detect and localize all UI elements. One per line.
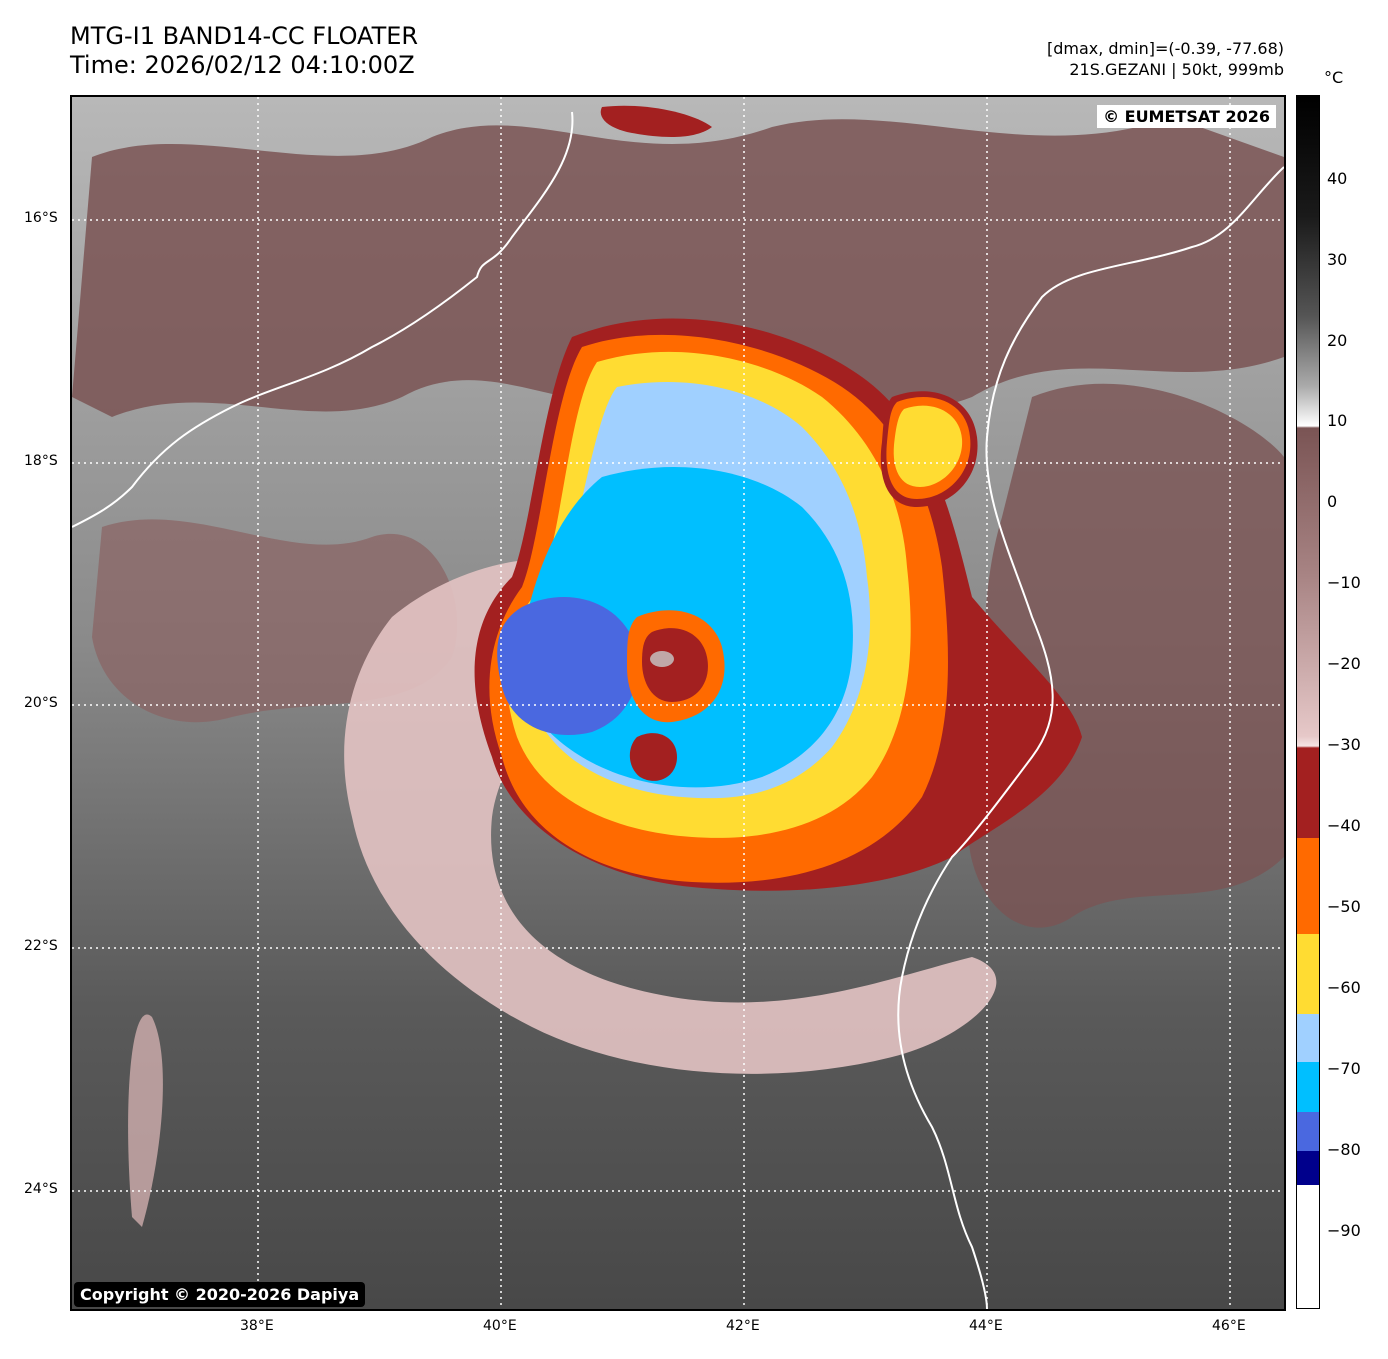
colorbar-tick-minus20: −20 [1327,654,1361,673]
lat-label-20s: 20°S [24,695,58,711]
map-image [72,97,1284,1309]
colorbar-tick-20: 20 [1327,331,1348,350]
colorbar-tick-minus50: −50 [1327,897,1361,916]
coastline-west [72,111,574,528]
lon-label-44e: 44°E [969,1318,1003,1334]
colorbar-tick-minus60: −60 [1327,978,1361,997]
colorbar-tick-40: 40 [1327,169,1348,188]
lon-label-46e: 46°E [1212,1318,1246,1334]
spiral-tail [128,1014,163,1227]
title-line-1: MTG-I1 BAND14-CC FLOATER [70,22,419,50]
colorbar [1296,95,1320,1309]
lon-label-38e: 38°E [240,1318,274,1334]
range-text: [dmax, dmin]=(-0.39, -77.68) [1046,39,1284,58]
lon-label-40e: 40°E [483,1318,517,1334]
gridlines [72,97,1284,1309]
cloud-field-north [72,117,1284,417]
lat-label-24s: 24°S [24,1181,58,1197]
lat-label-16s: 16°S [24,210,58,226]
core-lower-cell [629,733,677,781]
colorbar-tick-minus40: −40 [1327,816,1361,835]
colorbar-tick-30: 30 [1327,250,1348,269]
coastline-east [897,166,1284,1309]
satellite-map: © EUMETSAT 2026 Copyright © 2020-2026 Da… [70,95,1286,1311]
copyright-watermark: Copyright © 2020-2026 Dapiya [74,1282,366,1307]
colorbar-tick-minus10: −10 [1327,573,1361,592]
core-eye [650,651,674,667]
colorbar-tick-minus80: −80 [1327,1140,1361,1159]
core-royal-blue [497,597,638,735]
storm-info: [dmax, dmin]=(-0.39, -77.68) 21S.GEZANI … [1047,38,1284,80]
ne-cell-yellow [893,405,963,487]
lat-label-18s: 18°S [24,453,58,469]
north-red-fragment [600,105,712,137]
colorbar-tick-minus70: −70 [1327,1059,1361,1078]
colorbar-tick-minus90: −90 [1327,1221,1361,1240]
lat-label-22s: 22°S [24,938,58,954]
storm-text: 21S.GEZANI | 50kt, 999mb [1069,60,1284,79]
colorbar-tick-10: 10 [1327,411,1348,430]
cloud-field-east [968,383,1284,928]
title-line-2: Time: 2026/02/12 04:10:00Z [70,51,415,79]
chart-title: MTG-I1 BAND14-CC FLOATER Time: 2026/02/1… [70,22,418,80]
colorbar-tick-0: 0 [1327,492,1338,511]
lon-label-42e: 42°E [726,1318,760,1334]
colorbar-unit: °C [1324,68,1344,87]
eumetsat-watermark: © EUMETSAT 2026 [1097,105,1276,128]
core-inner-red [642,628,708,702]
colorbar-tick-minus30: −30 [1327,735,1361,754]
